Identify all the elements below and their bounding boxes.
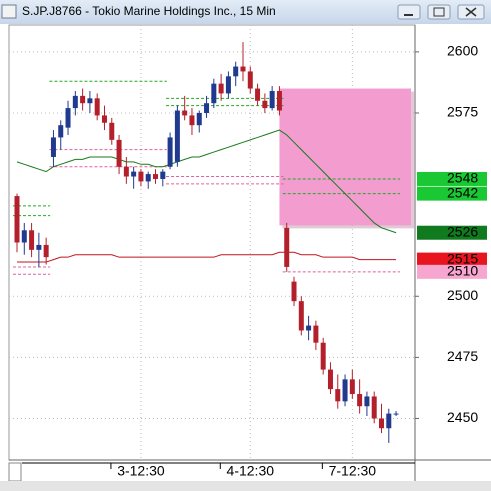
candle-body: [145, 174, 151, 182]
candle-body: [116, 139, 122, 167]
price-marker-label: 2510: [447, 263, 478, 279]
candle-body: [167, 137, 173, 167]
candle-body: [291, 281, 297, 302]
candle-body: [247, 71, 253, 89]
moving-average: [16, 129, 397, 234]
price-marker-label: 2515: [447, 250, 478, 266]
zone: [279, 88, 411, 226]
candle-body: [138, 171, 144, 182]
window-icon: [1, 4, 17, 19]
status-bar: [0, 481, 491, 491]
candle-body: [65, 108, 71, 128]
candle-body: [276, 90, 282, 111]
candle-body: [335, 389, 341, 402]
price-marker: [417, 225, 487, 240]
candle-body: [327, 369, 333, 390]
candle-body: [36, 244, 42, 250]
candle-body: [14, 196, 20, 243]
candle-body: [204, 103, 210, 113]
candle-body: [218, 83, 224, 94]
candle-body: [357, 394, 363, 407]
candle-body: [225, 76, 231, 94]
price-marker: [417, 171, 487, 186]
candle-body: [393, 413, 399, 415]
candle-body: [160, 171, 166, 179]
candle-body: [123, 166, 129, 177]
candle-body: [349, 379, 355, 395]
candle-body: [196, 112, 202, 126]
candle-body: [58, 125, 64, 138]
candle-body: [386, 413, 392, 429]
y-tick-label: 2500: [447, 287, 478, 303]
candle-body: [262, 100, 268, 109]
candle-body: [342, 379, 348, 402]
candle-body: [364, 396, 370, 407]
x-tick-label: 3-12:30: [117, 463, 165, 479]
candle-body: [87, 98, 93, 104]
minimize-button[interactable]: [397, 4, 421, 20]
candle-body: [306, 325, 312, 331]
candle-body: [240, 66, 246, 72]
candle-body: [313, 325, 319, 343]
candle-body: [371, 396, 377, 419]
candle-body: [233, 66, 239, 77]
y-tick-label: 2600: [447, 43, 478, 59]
candle-body: [269, 90, 275, 109]
candle-body: [131, 171, 137, 177]
candle-body: [72, 95, 78, 109]
maximize-button[interactable]: [427, 4, 451, 20]
x-tick-label: 4-12:30: [227, 463, 275, 479]
candle-body: [182, 110, 188, 116]
candle-body: [29, 230, 35, 250]
candle-body: [298, 301, 304, 331]
candle-body: [109, 122, 115, 140]
y-tick-label: 2450: [447, 409, 478, 425]
candle-body: [189, 115, 195, 126]
window-title: S.JP.J8766 - Tokio Marine Holdings Inc.,…: [22, 4, 276, 18]
price-marker: [417, 252, 487, 267]
price-marker-label: 2548: [447, 170, 478, 186]
candle-body: [379, 418, 384, 429]
x-tick-label: 7-12:30: [329, 463, 377, 479]
candle-body: [80, 95, 86, 104]
candle-body: [94, 98, 100, 116]
y-tick-label: 2475: [447, 348, 478, 364]
scroll-box[interactable]: [8, 462, 22, 482]
price-marker: [417, 186, 487, 201]
candle-body: [21, 230, 27, 243]
candle-body: [255, 88, 261, 101]
price-marker-label: 2542: [447, 184, 478, 200]
candle-body: [43, 244, 49, 258]
candle-body: [101, 115, 107, 123]
candle-body: [50, 137, 56, 157]
y-tick-label: 2575: [447, 104, 478, 120]
price-marker-label: 2526: [447, 223, 478, 239]
candle-body: [320, 342, 326, 370]
candle-body: [174, 110, 180, 162]
candle-body: [153, 174, 159, 179]
candle-body: [211, 83, 217, 104]
candle-body: [284, 227, 290, 267]
moving-average: [17, 251, 397, 263]
price-marker: [417, 264, 487, 279]
